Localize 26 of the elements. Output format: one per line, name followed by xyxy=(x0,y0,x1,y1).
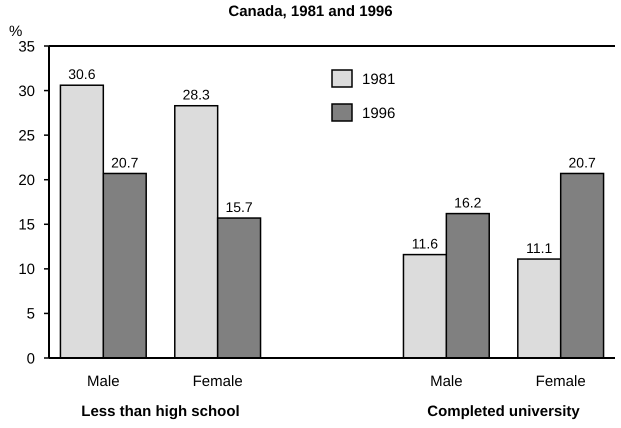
text: Completed university xyxy=(427,403,580,420)
y-tick-label: 25 xyxy=(18,127,35,144)
y-tick-label: 20 xyxy=(18,172,35,189)
legend-label: 1981 xyxy=(362,71,396,88)
data-label: 11.6 xyxy=(412,236,438,252)
y-tick-label: 35 xyxy=(18,38,35,56)
y-tick-label: 30 xyxy=(18,82,35,100)
x-tick-label: Female xyxy=(536,373,586,390)
y-axis-title: % xyxy=(9,23,22,40)
data-label: 28.3 xyxy=(182,86,210,103)
legend-label: 1996 xyxy=(362,105,396,122)
data-label: 11.1 xyxy=(526,240,553,256)
data-label: 15.7 xyxy=(225,199,253,216)
data-label: 30.6 xyxy=(68,66,96,82)
y-tick-label: 10 xyxy=(18,261,35,278)
x-tick-label: Female xyxy=(192,373,243,390)
chart-title: Canada, 1981 and 1996 xyxy=(228,3,393,20)
y-tick-label: 15 xyxy=(18,216,35,234)
y-tick-label: 0 xyxy=(26,350,35,368)
data-label: 20.7 xyxy=(111,154,139,170)
data-label: 20.7 xyxy=(568,154,596,170)
text: Less than high school xyxy=(81,403,240,420)
x-tick-label: Male xyxy=(87,373,120,390)
y-tick-label: 5 xyxy=(26,306,35,323)
x-tick-label: Male xyxy=(430,373,463,390)
data-label: 16.2 xyxy=(454,194,482,211)
